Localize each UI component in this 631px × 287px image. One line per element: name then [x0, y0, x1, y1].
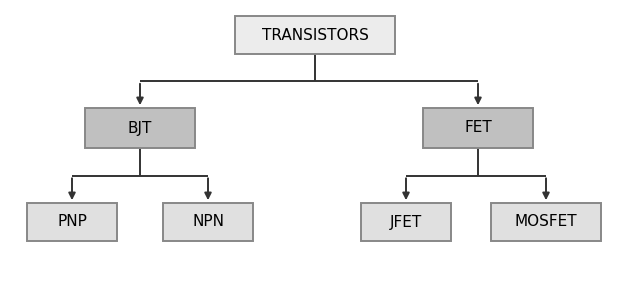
- FancyBboxPatch shape: [163, 203, 253, 241]
- Text: NPN: NPN: [192, 214, 224, 230]
- Text: MOSFET: MOSFET: [515, 214, 577, 230]
- Text: BJT: BJT: [128, 121, 152, 135]
- Text: TRANSISTORS: TRANSISTORS: [262, 28, 369, 42]
- Text: PNP: PNP: [57, 214, 87, 230]
- FancyBboxPatch shape: [423, 108, 533, 148]
- FancyBboxPatch shape: [491, 203, 601, 241]
- FancyBboxPatch shape: [235, 16, 395, 54]
- FancyBboxPatch shape: [85, 108, 195, 148]
- Text: JFET: JFET: [390, 214, 422, 230]
- FancyBboxPatch shape: [27, 203, 117, 241]
- FancyBboxPatch shape: [361, 203, 451, 241]
- Text: FET: FET: [464, 121, 492, 135]
